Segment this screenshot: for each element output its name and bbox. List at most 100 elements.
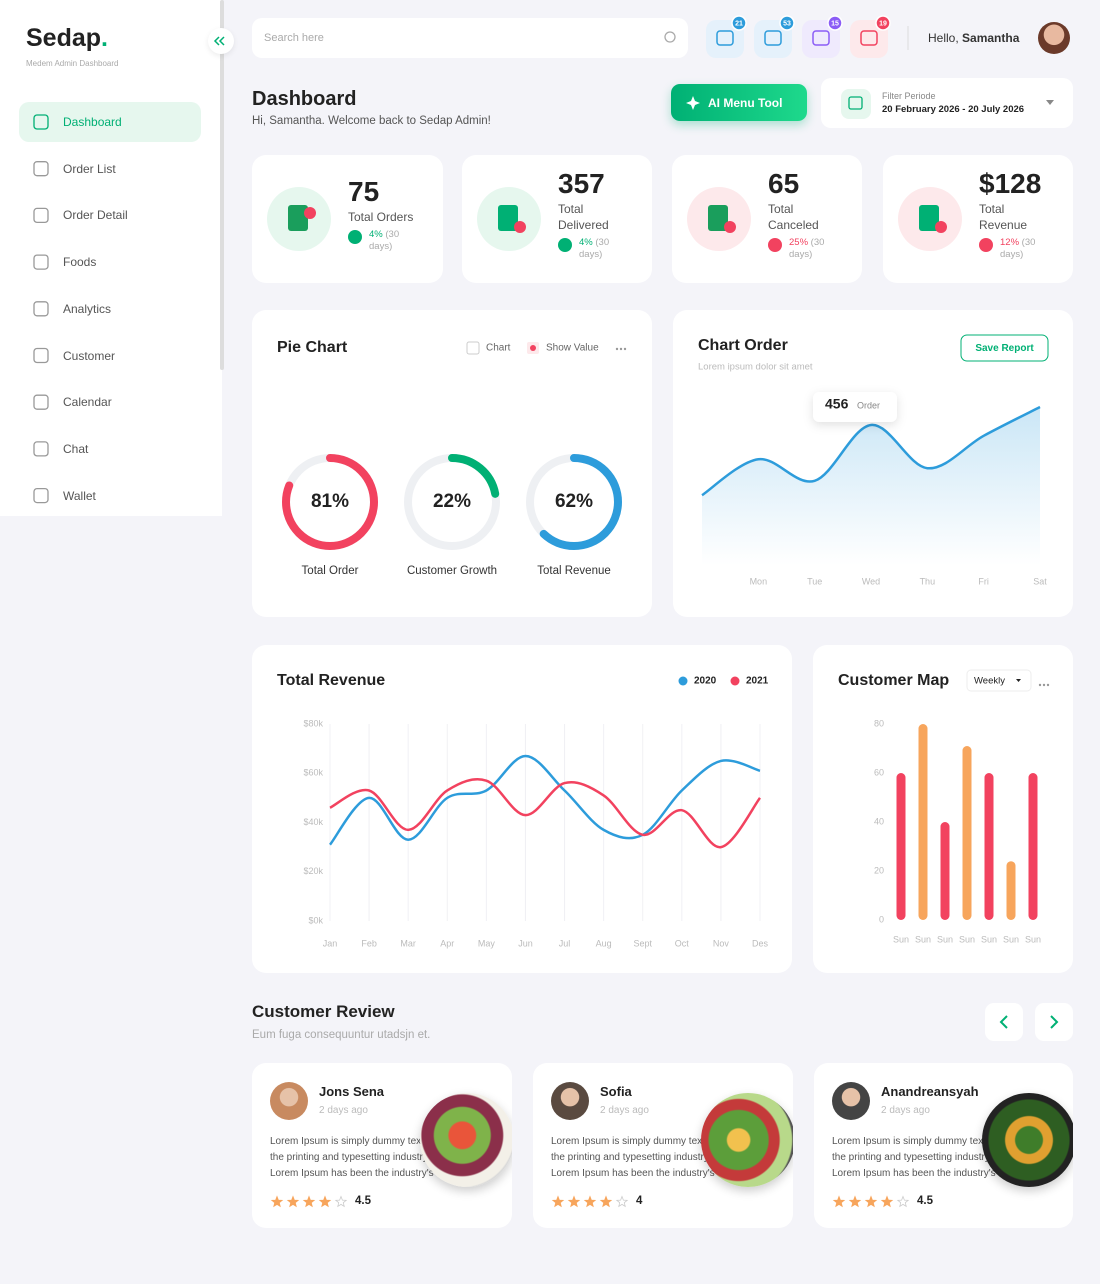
stat-icon: [919, 205, 939, 231]
stat-text: $128 Total Revenue 12% (30 days): [979, 167, 1042, 261]
rating: 4: [636, 1195, 643, 1207]
nav-label: Dashboard: [63, 115, 122, 129]
header-icon-button[interactable]: [802, 20, 840, 58]
brand-mark: .: [101, 24, 108, 52]
review-text: Lorem Ipsum is simply dummy text of the …: [832, 1136, 997, 1179]
stat-icon: [498, 205, 518, 231]
scrollbar: [220, 0, 224, 370]
nav-item[interactable]: Foods: [19, 242, 201, 282]
pie-card: [252, 310, 652, 617]
stat-icon: [708, 205, 728, 231]
filter-label: Filter Periode: [882, 91, 936, 101]
stat-change: 25% (30 days): [768, 237, 839, 261]
user-name: Samantha: [962, 31, 1020, 45]
tagline: Medem Admin Dashboard: [26, 59, 119, 68]
nav-label: Wallet: [63, 488, 96, 503]
greeting-text: Hello,: [928, 31, 959, 45]
stat-change: 12% (30 days): [979, 237, 1050, 261]
review-card: Anandreansyah 2 days ago Lorem Ipsum is si…: [814, 1063, 1073, 1228]
stat-change: 4% (30 days): [348, 229, 419, 253]
nav-label: Calendar: [63, 395, 112, 410]
rating: 4.5: [355, 1195, 371, 1207]
stat-icon-badge: [935, 221, 947, 233]
nav-item[interactable]: Wallet: [19, 476, 201, 516]
change-period: (30 days): [1000, 237, 1036, 260]
filter-card[interactable]: Filter Periode 20 February 2026 - 20 July…: [821, 78, 1073, 128]
nav-label: Chat: [63, 441, 89, 456]
stat-value: 357: [558, 168, 605, 199]
stat-value: $128: [979, 168, 1042, 199]
stat-card: $128 Total Revenue 12% (30 days): [883, 155, 1073, 283]
reviewer-avatar: [551, 1082, 589, 1120]
filter-value: 20 February 2026 - 20 July 2026: [882, 104, 1025, 115]
food-image: [420, 1093, 512, 1187]
food-image: [701, 1093, 793, 1187]
nav-item[interactable]: Order Detail: [19, 195, 201, 235]
review-card: Jons Sena 2 days ago Lorem Ipsum is simply…: [252, 1063, 512, 1228]
review-text: Lorem Ipsum is simply dummy text of the …: [551, 1136, 716, 1179]
ai-menu-button[interactable]: AI Menu Tool: [671, 84, 807, 121]
trend-icon: [768, 238, 782, 252]
review-time: 2 days ago: [600, 1105, 649, 1116]
nav-item[interactable]: Analytics: [19, 289, 201, 329]
food-image: [982, 1093, 1073, 1187]
nav-label: Order Detail: [63, 208, 128, 223]
map-card: [813, 645, 1073, 973]
stat-card: 75 Total Orders 4% (30 days): [252, 155, 443, 283]
header-icon-button[interactable]: [706, 20, 744, 58]
ai-menu-label: AI Menu Tool: [708, 96, 783, 110]
nav-arrow-button[interactable]: [1035, 1003, 1073, 1041]
stat-label: Total Canceled: [768, 202, 819, 232]
search-box[interactable]: Search here: [252, 18, 688, 58]
review-time: 2 days ago: [881, 1105, 930, 1116]
brand-name: Sedap: [26, 24, 102, 52]
order-card: [673, 310, 1073, 617]
stat-text: 357 Total Delivered 4% (30 days): [558, 167, 618, 261]
nav-arrow-button[interactable]: [985, 1003, 1023, 1041]
nav-item[interactable]: Calendar: [19, 382, 201, 422]
section-subtitle: Eum fuga consequuntur utadsjn et.: [252, 1029, 431, 1041]
reviewer-avatar: [270, 1082, 308, 1120]
greeting: Hello, Samantha: [928, 31, 1019, 45]
stat-change: 4% (30 days): [558, 237, 629, 261]
header-icon-button[interactable]: [850, 20, 888, 58]
collapse-button[interactable]: [208, 28, 234, 54]
nav-item[interactable]: Customer: [19, 336, 201, 376]
revenue-card: [252, 645, 792, 973]
review-card: Sofia 2 days ago Lorem Ipsum is simply dum…: [533, 1063, 793, 1228]
reviewer-name: Anandreansyah: [881, 1084, 979, 1099]
nav-label: Order List: [63, 161, 116, 176]
reviewer-name: Jons Sena: [319, 1084, 385, 1099]
header-icon-button[interactable]: [754, 20, 792, 58]
reviewer-avatar: [832, 1082, 870, 1120]
nav-label: Foods: [63, 255, 97, 270]
page-subtitle: Hi, Samantha. Welcome back to Sedap Admi…: [252, 115, 491, 127]
stat-text: 65 Total Canceled 25% (30 days): [768, 167, 828, 261]
change-period: (30 days): [369, 229, 400, 252]
stat-text: 75 Total Orders 4% (30 days): [348, 175, 433, 253]
stat-value: 65: [768, 168, 800, 199]
stat-card: 357 Total Delivered 4% (30 days): [462, 155, 652, 283]
nav-item[interactable]: Order List: [19, 149, 201, 189]
page-title: Dashboard: [252, 88, 357, 110]
rating: 4.5: [917, 1195, 933, 1207]
nav-item[interactable]: Chat: [19, 429, 201, 469]
stat-value: 75: [348, 176, 380, 207]
section-title: Customer Review: [252, 1002, 395, 1021]
trend-icon: [348, 230, 362, 244]
stat-icon: [288, 205, 308, 231]
review-text: Lorem Ipsum is simply dummy text of the …: [270, 1136, 435, 1179]
brand: Sedap.: [26, 24, 108, 53]
stat-icon-badge: [304, 207, 316, 219]
stat-label: Total Delivered: [558, 202, 609, 232]
change-value: 4%: [369, 229, 383, 240]
change-value: 25%: [789, 237, 809, 248]
nav-label: Analytics: [63, 301, 112, 316]
search-placeholder: Search here: [264, 32, 324, 44]
review-time: 2 days ago: [319, 1105, 368, 1116]
user-avatar[interactable]: [1038, 22, 1070, 54]
nav-item[interactable]: Dashboard: [19, 102, 201, 142]
stat-icon-badge: [724, 221, 736, 233]
change-value: 4%: [579, 237, 593, 248]
